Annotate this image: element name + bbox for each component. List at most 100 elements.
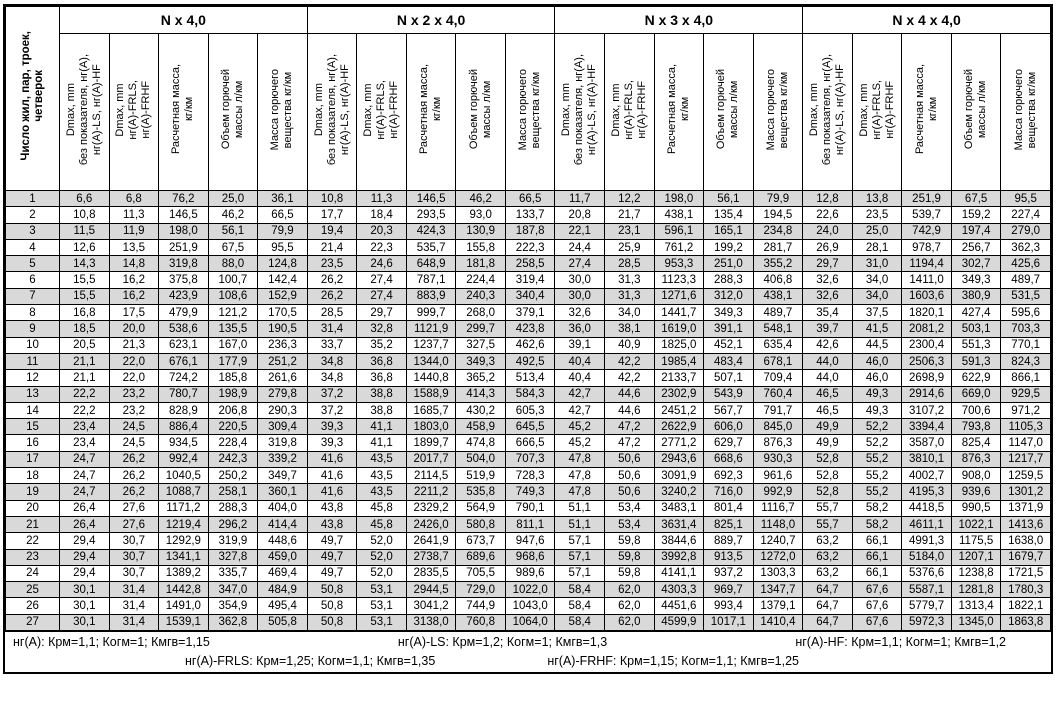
value-cell: 2771,2 (653, 434, 705, 452)
column-header: Dmax, mm нг(А)-FRLS, нг(А)-FRHF (851, 33, 903, 191)
value-cell: 1207,1 (950, 548, 1002, 566)
column-header-label: Масса горючего вещества кг/км (269, 68, 295, 151)
value-cell: 11,5 (59, 222, 110, 240)
value-cell: 34,8 (306, 369, 358, 387)
value-cell: 28,1 (851, 238, 903, 257)
value-cell: 811,1 (504, 515, 556, 534)
value-cell: 535,7 (405, 238, 457, 257)
value-cell: 2914,6 (901, 385, 952, 403)
value-cell: 34,0 (851, 287, 903, 306)
value-cell: 21,4 (306, 238, 358, 257)
value-cell: 469,4 (257, 564, 308, 583)
row-number-cell: 11 (5, 352, 60, 371)
value-cell: 22,3 (356, 238, 407, 257)
value-cell: 50,8 (306, 581, 358, 599)
value-cell: 47,8 (554, 450, 606, 469)
value-cell: 539,7 (901, 206, 952, 224)
value-cell: 689,6 (455, 548, 506, 566)
value-cell: 989,6 (504, 564, 556, 583)
value-cell: 1272,0 (752, 548, 804, 566)
value-cell: 10,8 (59, 206, 110, 224)
value-cell: 1619,0 (653, 320, 705, 338)
value-cell: 23,4 (59, 434, 110, 452)
value-cell: 551,3 (950, 336, 1002, 354)
value-cell: 152,9 (257, 287, 308, 306)
value-cell: 12,2 (604, 189, 655, 208)
value-cell: 825,4 (950, 434, 1002, 452)
value-cell: 37,5 (851, 304, 903, 322)
value-cell: 425,6 (1000, 255, 1051, 273)
row-number-cell: 22 (5, 532, 60, 550)
column-header: Dmax, mm без показателя, нг(А), нг(А)-LS… (802, 33, 853, 191)
value-cell: 31,3 (604, 271, 655, 289)
value-cell: 2943,6 (653, 450, 705, 469)
value-cell: 46,2 (455, 189, 506, 208)
value-cell: 2133,7 (653, 369, 705, 387)
value-cell: 67,5 (207, 238, 259, 257)
value-cell: 44,6 (604, 401, 655, 420)
value-cell: 22,6 (802, 206, 853, 224)
value-cell: 26,2 (306, 271, 358, 289)
value-cell: 256,7 (950, 238, 1002, 257)
value-cell: 1238,8 (950, 564, 1002, 583)
value-cell: 3394,4 (901, 418, 952, 436)
column-header-label: Масса горючего вещества кг/км (1012, 68, 1038, 151)
value-cell: 20,0 (108, 320, 160, 338)
value-cell: 513,4 (504, 369, 556, 387)
value-cell: 46,2 (207, 206, 259, 224)
value-cell: 1194,4 (901, 255, 952, 273)
value-cell: 1121,9 (405, 320, 457, 338)
value-cell: 424,3 (405, 222, 457, 240)
value-cell: 49,3 (851, 401, 903, 420)
value-cell: 21,1 (59, 369, 110, 387)
value-cell: 135,5 (207, 320, 259, 338)
value-cell: 2698,9 (901, 369, 952, 387)
value-cell: 31,3 (604, 287, 655, 306)
value-cell: 4611,1 (901, 515, 952, 534)
value-cell: 146,5 (405, 189, 457, 208)
value-cell: 198,9 (207, 385, 259, 403)
table-row: 24 29,4 30,7 1389,2 335,7 469,4 49,7 52,0 2835,5… (5, 564, 1051, 583)
value-cell: 187,8 (504, 222, 556, 240)
value-cell: 3483,1 (653, 499, 705, 517)
value-cell: 194,5 (752, 206, 804, 224)
value-cell: 52,0 (356, 548, 407, 566)
coefficients-line-1: нг(А): Крм=1,1; Когм=1; Кмгв=1,15 нг(А)-… (5, 633, 1051, 652)
value-cell: 88,0 (207, 255, 259, 273)
value-cell: 1442,8 (158, 581, 209, 599)
value-cell: 43,5 (356, 450, 407, 469)
value-cell: 459,0 (257, 548, 308, 566)
value-cell: 36,1 (257, 189, 308, 208)
value-cell: 3992,8 (653, 548, 705, 566)
value-cell: 251,0 (703, 255, 754, 273)
value-cell: 58,4 (554, 581, 606, 599)
value-cell: 30,7 (108, 564, 160, 583)
value-cell: 1040,5 (158, 467, 209, 485)
value-cell: 59,8 (604, 548, 655, 566)
value-cell: 49,7 (306, 564, 358, 583)
value-cell: 1022,0 (504, 581, 556, 599)
value-cell: 2302,9 (653, 385, 705, 403)
value-cell: 64,7 (802, 581, 853, 599)
value-cell: 31,4 (108, 613, 160, 632)
value-cell: 32,6 (554, 304, 606, 322)
value-cell: 728,3 (504, 467, 556, 485)
row-number-cell: 15 (5, 418, 60, 436)
value-cell: 3107,2 (901, 401, 952, 420)
value-cell: 876,3 (752, 434, 804, 452)
value-cell: 67,6 (851, 613, 903, 632)
value-cell: 4599,9 (653, 613, 705, 632)
value-cell: 268,0 (455, 304, 506, 322)
value-cell: 538,6 (158, 320, 209, 338)
value-cell: 645,5 (504, 418, 556, 436)
value-cell: 220,5 (207, 418, 259, 436)
value-cell: 15,5 (59, 287, 110, 306)
value-cell: 1292,9 (158, 532, 209, 550)
value-cell: 1820,1 (901, 304, 952, 322)
value-cell: 1240,7 (752, 532, 804, 550)
row-number-cell: 21 (5, 515, 60, 534)
value-cell: 67,5 (950, 189, 1002, 208)
group-title-n-x-4: N x 4,0 (59, 6, 308, 34)
value-cell: 937,2 (703, 564, 754, 583)
value-cell: 62,0 (604, 581, 655, 599)
